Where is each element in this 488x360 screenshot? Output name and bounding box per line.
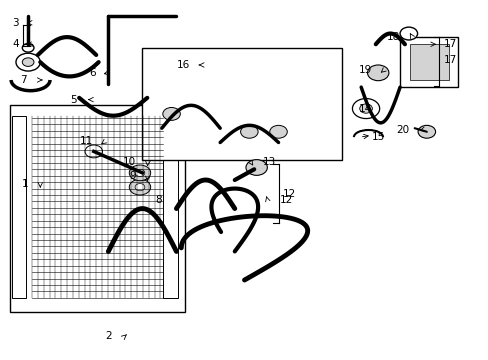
Circle shape [352,99,379,118]
Bar [12,116,26,298]
Circle shape [129,179,150,195]
Bar [142,48,341,160]
Text: 20: 20 [396,125,409,135]
Text: 9: 9 [129,171,135,181]
Circle shape [245,159,267,175]
Text: 10: 10 [122,157,135,167]
Circle shape [22,58,34,66]
Text: 7: 7 [20,75,27,85]
Text: 17: 17 [443,55,456,65]
Circle shape [359,104,372,113]
Circle shape [22,44,34,52]
Text: 17: 17 [443,39,456,49]
Text: 18: 18 [386,32,399,42]
Text: 6: 6 [89,68,96,78]
Bar [399,37,458,87]
Circle shape [269,125,287,138]
Text: 3: 3 [12,18,19,28]
Bar [163,116,178,298]
Text: 12: 12 [279,195,292,204]
Text: 5: 5 [70,95,77,105]
Circle shape [16,53,40,71]
Bar [409,44,448,80]
Text: 15: 15 [371,132,385,142]
Text: 2: 2 [105,332,112,342]
Text: 12: 12 [282,189,295,199]
Text: 4: 4 [12,39,19,49]
Text: 19: 19 [358,65,371,75]
Text: 1: 1 [21,179,28,189]
Circle shape [417,125,435,138]
Bar [10,105,185,312]
Circle shape [367,65,388,81]
Text: 16: 16 [177,60,190,70]
Circle shape [163,108,180,120]
Circle shape [85,145,102,158]
Circle shape [135,169,144,176]
Circle shape [240,125,258,138]
Text: 13: 13 [263,157,276,167]
Text: 8: 8 [155,195,162,204]
Circle shape [135,184,144,191]
Circle shape [129,165,150,181]
Text: 14: 14 [358,104,371,113]
Circle shape [399,27,417,40]
Text: 11: 11 [80,136,93,147]
